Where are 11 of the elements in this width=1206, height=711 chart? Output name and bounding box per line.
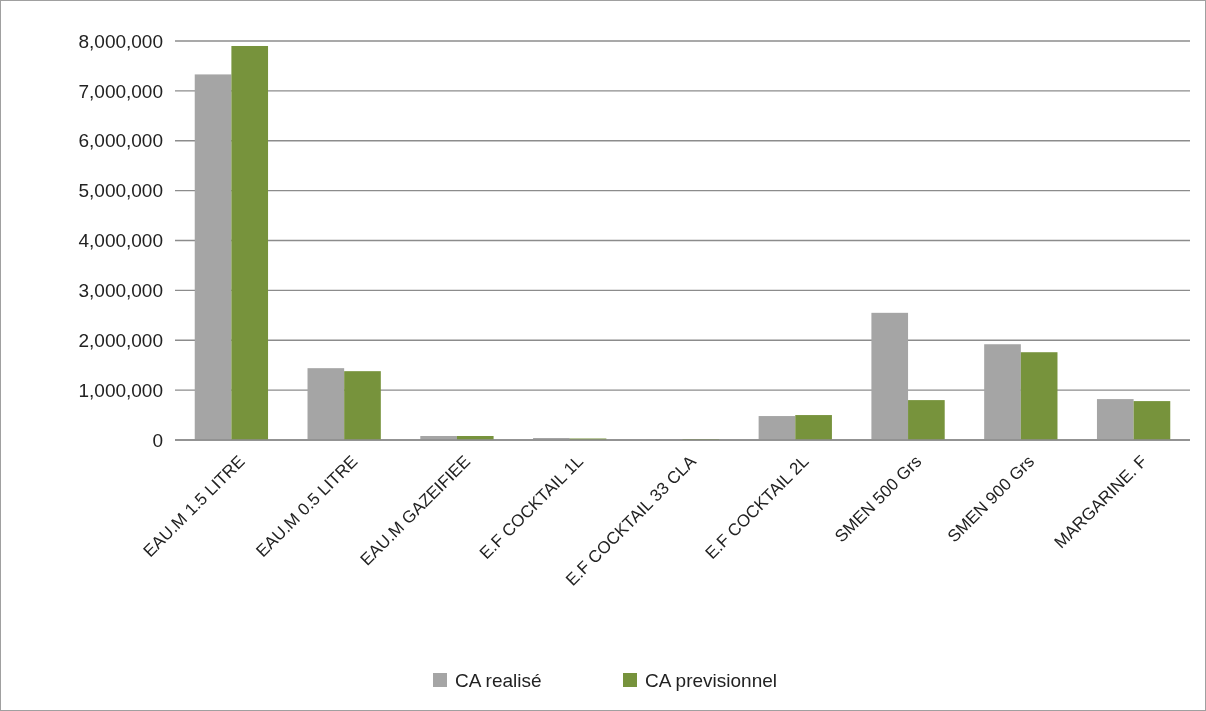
y-tick-label: 2,000,000 [78, 329, 163, 351]
y-tick-label: 4,000,000 [78, 230, 163, 252]
y-tick-label: 6,000,000 [78, 130, 163, 152]
y-tick-label: 1,000,000 [78, 379, 163, 401]
y-tick-label: 0 [152, 429, 163, 451]
y-tick-label: 5,000,000 [78, 180, 163, 202]
legend-label: CA previsionnel [645, 669, 778, 691]
legend-label: CA realisé [455, 669, 542, 691]
y-tick-label: 8,000,000 [78, 30, 163, 52]
y-tick-label: 7,000,000 [78, 80, 163, 102]
y-tick-label: 3,000,000 [78, 280, 163, 302]
